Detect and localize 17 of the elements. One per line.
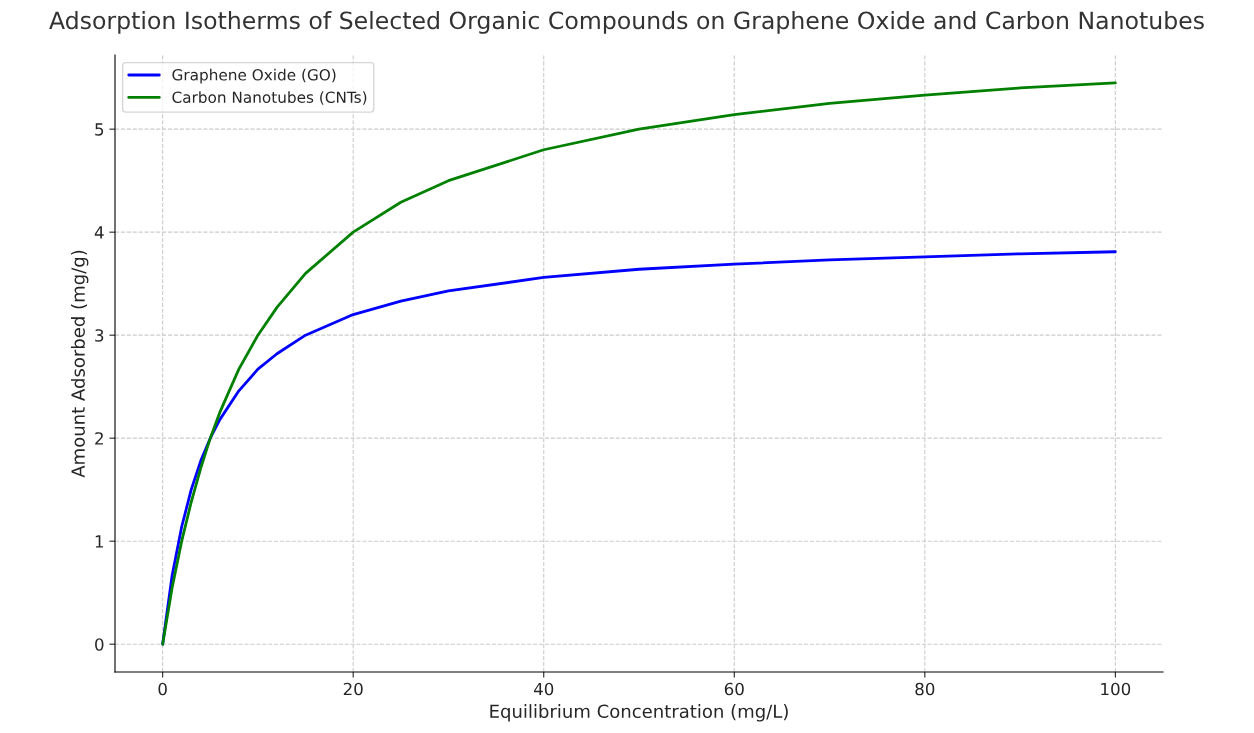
y-tick-label: 3 [95,329,104,342]
y-tick-label: 5 [95,123,104,136]
legend-label: Carbon Nanotubes (CNTs) [172,91,367,105]
x-tick-label: 40 [533,682,554,696]
x-tick-label: 60 [724,682,744,696]
x-tick-label: 20 [343,682,363,696]
x-tick-label: 100 [1101,682,1131,696]
legend-label: Graphene Oxide (GO) [172,68,336,84]
y-tick-label: 4 [94,226,104,239]
y-tick-label: 1 [95,535,104,548]
x-axis-title: Equilibrium Concentration (mg/L) [490,704,788,722]
x-tick-label: 80 [915,682,935,696]
chart-title: Adsorption Isotherms of Selected Organic Compounds on Graphene Oxide and Carbon Nanotubes [49,10,1204,34]
y-axis-title: Amount Adsorbed (mg/g) [70,250,89,478]
y-tick-label: 2 [95,432,103,445]
x-tick-label: 0 [158,682,167,696]
y-tick-label: 0 [95,638,104,651]
